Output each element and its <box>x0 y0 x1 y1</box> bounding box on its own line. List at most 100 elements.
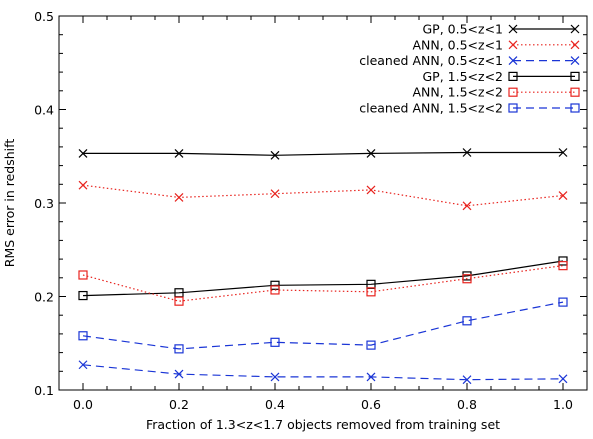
legend-marker <box>570 24 580 34</box>
legend-marker <box>508 71 518 82</box>
marker-x-stroke <box>366 149 376 158</box>
x-tick-label: 0.4 <box>265 397 285 412</box>
marker-x-stroke <box>270 150 280 160</box>
legend-marker <box>508 87 518 97</box>
plot-frame <box>58 15 588 391</box>
data-point <box>174 369 184 379</box>
data-point <box>462 274 472 284</box>
data-point <box>366 372 376 382</box>
legend-marker <box>508 24 518 34</box>
legend-label: cleaned ANN, 1.5<z<2 <box>359 101 503 116</box>
axis-ticks: 0.0 0.2 0.4 0.6 0.8 1.0 0.1 0.2 0.3 0.4 0.5 <box>34 9 588 412</box>
marker-x-stroke <box>570 24 580 34</box>
data-point <box>558 191 568 200</box>
y-tick-label: 0.4 <box>34 103 54 118</box>
marker-x-stroke <box>366 185 376 195</box>
series-6 <box>78 297 568 354</box>
series-layer <box>78 148 568 385</box>
legend-marker <box>570 56 580 66</box>
series-line <box>82 265 564 302</box>
data-point <box>270 285 280 295</box>
series-4 <box>78 256 568 301</box>
data-point <box>558 148 568 157</box>
y-axis-title: RMS error in redshift <box>2 139 17 268</box>
marker-x-stroke <box>174 149 184 158</box>
data-point <box>78 180 88 190</box>
marker-x-stroke <box>78 180 88 190</box>
x-tick-label: 0.2 <box>169 397 189 412</box>
legend-item: ANN, 0.5<z<1 <box>412 37 580 52</box>
legend-item: GP, 0.5<z<1 <box>422 22 580 37</box>
series-line <box>83 151 563 156</box>
data-point <box>558 374 568 384</box>
data-point <box>558 297 568 307</box>
legend-marker <box>570 87 580 97</box>
legend-item: cleaned ANN, 1.5<z<2 <box>359 101 580 116</box>
series-5 <box>78 261 568 306</box>
legend-marker <box>508 56 518 66</box>
marker-x-stroke <box>174 369 184 379</box>
marker-x-stroke <box>558 374 568 384</box>
data-point <box>270 337 280 347</box>
marker-x-stroke <box>508 40 518 50</box>
data-point <box>78 331 88 341</box>
marker-x-stroke <box>270 372 280 382</box>
legend-marker <box>508 103 518 113</box>
marker-x-stroke <box>174 192 184 202</box>
marker-x-stroke <box>558 191 568 200</box>
data-point <box>366 185 376 195</box>
legend-label: cleaned ANN, 0.5<z<1 <box>359 53 503 68</box>
data-point <box>366 340 376 350</box>
data-point <box>462 375 472 385</box>
marker-x-stroke <box>366 372 376 382</box>
legend-label: ANN, 0.5<z<1 <box>412 37 503 52</box>
marker-x-stroke <box>570 40 580 50</box>
legend-marker <box>570 103 580 113</box>
series-3 <box>78 360 568 385</box>
legend-item: ANN, 1.5<z<2 <box>412 85 580 100</box>
data-point <box>366 149 376 158</box>
data-point <box>78 360 88 370</box>
marker-x-stroke <box>270 189 280 199</box>
data-point <box>78 270 88 280</box>
legend-marker <box>570 40 580 50</box>
legend-label: ANN, 1.5<z<2 <box>412 85 503 100</box>
marker-x-stroke <box>558 148 568 157</box>
legend-marker <box>570 71 580 82</box>
data-point <box>78 149 88 158</box>
data-point <box>174 296 184 306</box>
y-tick-label: 0.1 <box>34 383 54 398</box>
x-axis-title: Fraction of 1.3<z<1.7 objects removed fr… <box>146 417 500 432</box>
x-tick-label: 0.0 <box>73 397 93 412</box>
legend-marker <box>508 40 518 50</box>
y-tick-label: 0.2 <box>34 290 54 305</box>
series-2 <box>78 180 568 211</box>
data-point <box>462 201 472 211</box>
marker-x-stroke <box>462 201 472 211</box>
marker-x-stroke <box>78 360 88 370</box>
marker-x-stroke <box>462 375 472 385</box>
series-line <box>82 184 564 207</box>
data-point <box>558 261 568 271</box>
data-point <box>462 148 472 157</box>
data-point <box>174 192 184 202</box>
data-point <box>366 287 376 297</box>
data-point <box>270 280 280 290</box>
data-point <box>270 189 280 199</box>
marker-x-stroke <box>508 56 518 66</box>
data-point <box>174 344 184 354</box>
marker-x-stroke <box>78 149 88 158</box>
data-point <box>270 372 280 382</box>
series-line <box>82 364 564 381</box>
marker-x-stroke <box>508 24 518 34</box>
legend-label: GP, 1.5<z<2 <box>422 69 503 84</box>
legend-label: GP, 0.5<z<1 <box>422 22 503 37</box>
data-point <box>78 290 88 301</box>
legend-item: cleaned ANN, 0.5<z<1 <box>359 53 580 68</box>
series-line <box>82 301 564 350</box>
y-tick-label: 0.5 <box>34 9 54 24</box>
x-tick-label: 0.6 <box>361 397 381 412</box>
